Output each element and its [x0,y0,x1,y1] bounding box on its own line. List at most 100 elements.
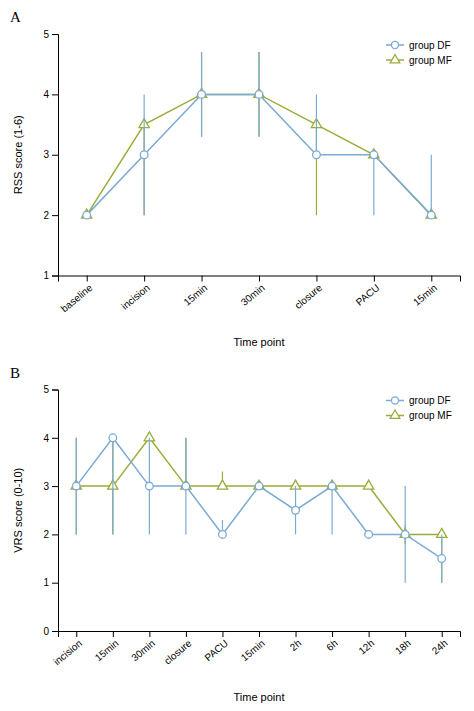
x-tick-mark [222,631,223,637]
legend-item: group MF [386,410,452,421]
x-axis-title: Time point [234,336,285,348]
x-tick: baseline [59,276,95,315]
plot-area [71,432,447,583]
series-line [76,438,441,535]
marker [198,91,206,99]
series [83,52,435,219]
marker [427,211,435,219]
legend-label: group MF [409,410,452,421]
x-tick-label: 18h [393,637,413,656]
marker [72,482,80,490]
y-tick-label: 1 [43,577,49,588]
y-tick-label: 5 [43,29,49,40]
x-tick-mark [296,631,297,637]
x-tick: 18h [393,631,413,657]
y-axis: 0 1 2 3 4 5 [43,384,58,637]
x-tick-label: incision [119,282,152,312]
marker [255,482,263,490]
y-tick-mark [52,276,58,277]
x-axis-line [59,276,461,282]
y-tick: 4 [43,89,58,100]
x-tick-label: PACU [354,282,382,308]
y-tick-label: 0 [43,626,49,637]
marker [292,506,300,514]
y-axis-title: VRS score (0-10) [12,468,24,553]
x-tick: incision [51,631,84,667]
y-tick: 0 [43,626,58,637]
error-bar [373,155,374,215]
plot-area [82,52,437,219]
panel: incision15min30minclosurePACU15min2h6h12… [10,365,461,704]
x-tick-label: closure [162,637,194,666]
y-tick-mark [52,215,58,216]
y-tick-label: 1 [43,270,49,281]
x-tick-label: PACU [202,637,230,663]
y-tick: 3 [43,481,58,492]
legend: group DF group MF [386,395,452,421]
y-tick-label: 3 [43,149,49,160]
x-tick-mark [374,276,375,282]
marker [327,480,337,489]
x-tick: 15min [239,631,267,663]
x-axis-title: Time point [234,691,285,703]
marker [140,151,148,159]
error-bar [316,94,317,154]
series [82,52,437,218]
x-tick-label: 15min [181,282,209,308]
legend: group DF group MF [386,40,452,66]
x-tick-label: 15min [239,637,267,663]
y-tick-mark [52,534,58,535]
legend-label: group DF [409,395,451,406]
x-tick-label: 15min [411,282,439,308]
x-axis: baseline incision 15min 30min closure PACU 15m… [59,276,461,315]
y-axis-line [52,390,59,632]
x-tick-mark [259,276,260,282]
marker [182,482,190,490]
error-bar [431,155,432,215]
legend-item: group MF [386,54,452,65]
marker [401,531,409,539]
legend-label: group MF [409,55,452,66]
x-tick-mark [87,276,88,282]
x-tick-mark [144,276,145,282]
legend-marker [390,410,400,418]
y-tick: 2 [43,529,58,540]
legend-marker [391,397,398,404]
x-tick: 24h [430,631,450,657]
y-tick-label: 2 [43,529,49,540]
x-tick: closure [162,631,194,667]
legend-marker [390,54,400,62]
marker [146,482,154,490]
marker [370,151,378,159]
y-tick-label: 5 [43,384,49,395]
y-tick-label: 4 [43,433,49,444]
series [72,434,445,583]
marker [438,555,446,563]
y-axis-line [52,35,59,277]
x-tick-label: baseline [59,282,95,315]
marker [363,480,373,489]
y-tick-label: 2 [43,210,49,221]
panel: baseline incision 15min 30min closure PACU 15m… [10,9,461,348]
legend-marker [391,41,398,48]
panel-label: B [10,365,20,381]
x-tick-mark [202,276,203,282]
x-tick-label: 2h [288,637,304,653]
y-tick-label: 3 [43,481,49,492]
chart-container: baselineincision15min30minclosurePACU15m… [0,0,474,711]
x-tick-label: 30min [239,282,267,308]
series-line [76,438,441,559]
x-tick-label: 30min [129,637,157,663]
x-axis-line [59,632,461,638]
x-axis: incision15min30minclosurePACU15min2h6h12… [51,631,460,667]
x-tick-mark [332,631,333,637]
error-bar [112,438,113,535]
x-tick-mark [369,631,370,637]
legend-item: group DF [386,40,451,51]
legend-label: group DF [409,40,451,51]
marker [365,531,373,539]
x-tick-label: closure [292,282,324,311]
y-tick-mark [52,486,58,487]
y-tick: 4 [43,433,58,444]
marker [328,482,336,490]
